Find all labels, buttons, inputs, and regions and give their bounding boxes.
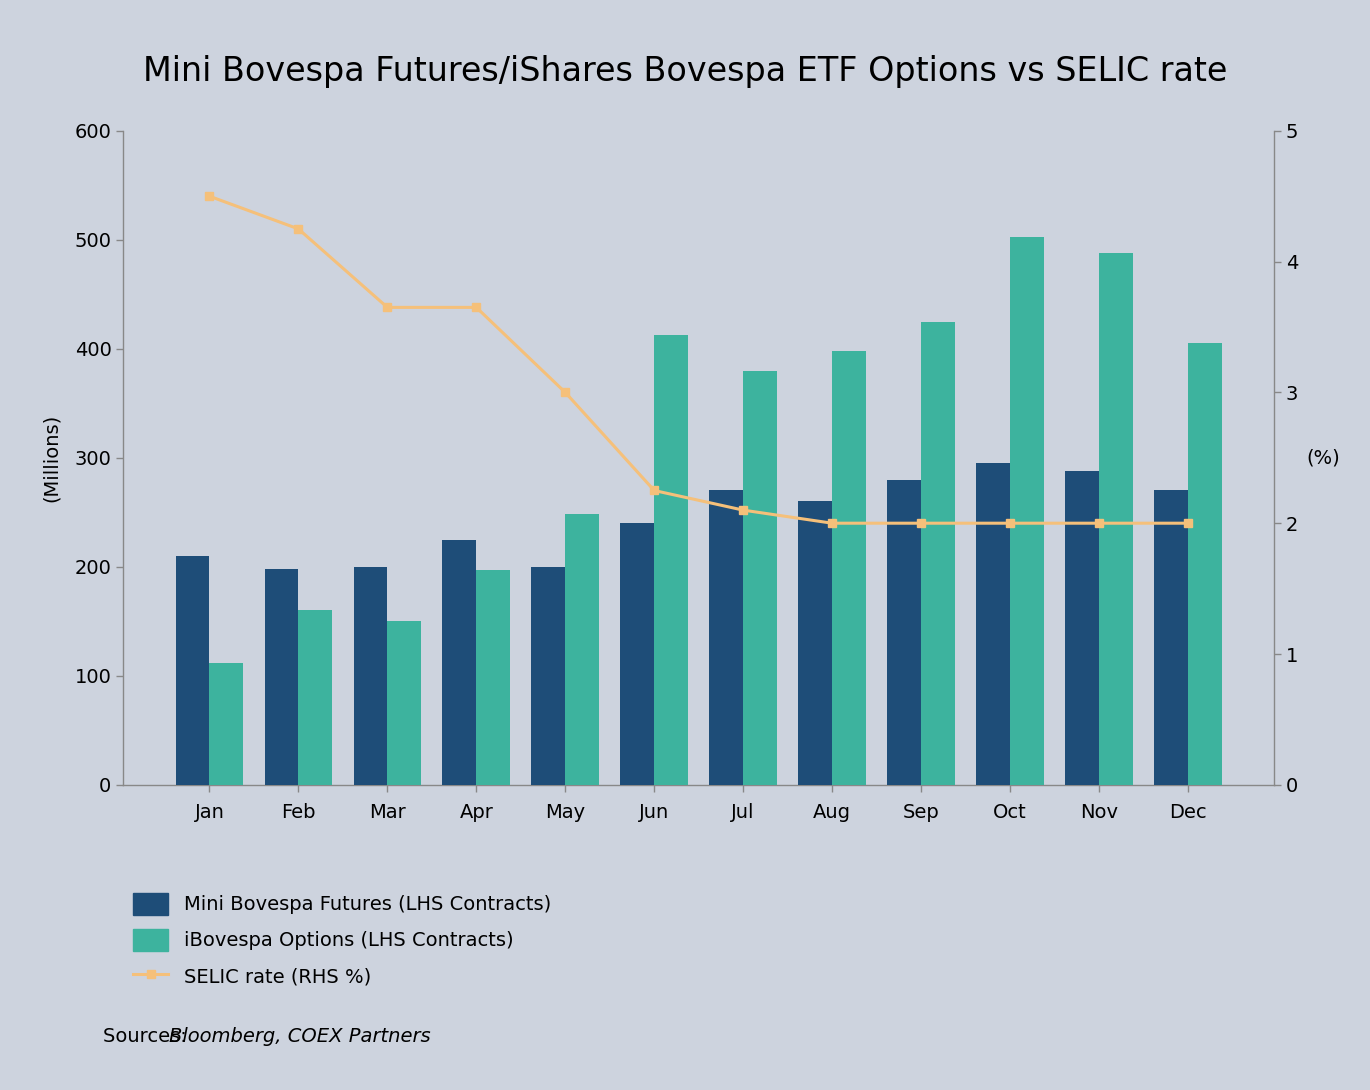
SELIC rate (RHS %)	[469, 301, 485, 314]
Bar	[621, 523, 655, 785]
Text: Sources:: Sources:	[103, 1028, 193, 1046]
SELIC rate (RHS %)	[1180, 517, 1196, 530]
Bar	[264, 569, 299, 785]
Bar	[655, 335, 688, 785]
Bar	[921, 322, 955, 785]
SELIC rate (RHS %)	[558, 386, 574, 399]
SELIC rate (RHS %)	[379, 301, 396, 314]
SELIC rate (RHS %)	[1091, 517, 1107, 530]
Bar	[1099, 253, 1133, 785]
Text: Mini Bovespa Futures/iShares Bovespa ETF Options vs SELIC rate: Mini Bovespa Futures/iShares Bovespa ETF…	[142, 54, 1228, 87]
Y-axis label: (Millions): (Millions)	[41, 414, 60, 501]
SELIC rate (RHS %)	[201, 190, 218, 203]
Text: Bloomberg, COEX Partners: Bloomberg, COEX Partners	[169, 1028, 430, 1046]
Legend: Mini Bovespa Futures (LHS Contracts), iBovespa Options (LHS Contracts), SELIC ra: Mini Bovespa Futures (LHS Contracts), iB…	[133, 893, 551, 988]
SELIC rate (RHS %)	[912, 517, 929, 530]
Bar	[799, 501, 832, 785]
Bar	[388, 621, 421, 785]
Bar	[353, 567, 388, 785]
Bar	[977, 463, 1010, 785]
SELIC rate (RHS %)	[1001, 517, 1018, 530]
Bar	[1066, 471, 1099, 785]
Bar	[743, 371, 777, 785]
Bar	[888, 480, 921, 785]
Line: SELIC rate (RHS %): SELIC rate (RHS %)	[206, 192, 1192, 528]
Bar	[477, 570, 510, 785]
Bar	[566, 514, 599, 785]
SELIC rate (RHS %)	[647, 484, 663, 497]
Bar	[175, 556, 210, 785]
SELIC rate (RHS %)	[734, 504, 751, 517]
Bar	[832, 351, 866, 785]
Bar	[710, 490, 743, 785]
Bar	[299, 610, 332, 785]
Bar	[1154, 490, 1188, 785]
Y-axis label: (%): (%)	[1307, 448, 1340, 468]
SELIC rate (RHS %)	[823, 517, 840, 530]
Bar	[443, 540, 477, 785]
Bar	[1188, 343, 1222, 785]
Bar	[210, 663, 244, 785]
SELIC rate (RHS %)	[290, 222, 307, 235]
Bar	[532, 567, 566, 785]
Bar	[1010, 237, 1044, 785]
